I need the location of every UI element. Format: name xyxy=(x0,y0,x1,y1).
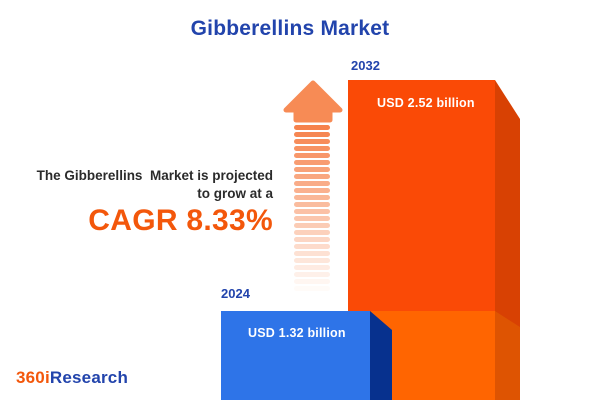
arrow-stripe xyxy=(294,139,330,144)
arrow-stripe xyxy=(294,244,330,249)
bar-2032-front-upper xyxy=(348,80,495,311)
arrow-stripe xyxy=(294,286,330,291)
growth-up-arrow-icon xyxy=(283,80,343,295)
arrow-stripe xyxy=(294,272,330,277)
brand-logo-part1: 360i xyxy=(16,368,50,387)
arrow-stripe xyxy=(294,181,330,186)
projection-line1: The Gibberellins Market is projected xyxy=(36,168,273,183)
bar-2024-front xyxy=(221,311,370,400)
arrow-stripe xyxy=(294,195,330,200)
bar-year-label-2032: 2032 xyxy=(351,58,380,73)
bar-2032-side-shadow xyxy=(495,311,520,400)
arrow-stripe xyxy=(294,265,330,270)
brand-logo-part2: Research xyxy=(49,368,129,387)
arrow-stripe xyxy=(294,209,330,214)
arrow-stripe xyxy=(294,167,330,172)
arrow-stripe xyxy=(294,216,330,221)
bar-value-label-2024: USD 1.32 billion xyxy=(248,326,346,340)
arrow-stripe xyxy=(294,146,330,151)
up-arrow-head-icon xyxy=(283,80,343,123)
arrow-stripe xyxy=(294,251,330,256)
page-title: Gibberellins Market xyxy=(190,17,390,40)
arrow-stripe xyxy=(294,202,330,207)
arrow-stripe xyxy=(294,230,330,235)
bar-year-label-2024: 2024 xyxy=(221,286,250,301)
bar-value-label-2032: USD 2.52 billion xyxy=(377,96,475,110)
arrow-stripe xyxy=(294,188,330,193)
arrow-stripe xyxy=(294,258,330,263)
arrow-stripe xyxy=(294,160,330,165)
arrow-stripe xyxy=(294,174,330,179)
arrow-stripe xyxy=(294,153,330,158)
arrow-stripe xyxy=(294,237,330,242)
brand-logo: 360iResearch xyxy=(16,368,128,388)
arrow-stripe xyxy=(294,125,330,130)
projection-line2: to grow at a xyxy=(197,186,273,201)
arrow-stripe xyxy=(294,279,330,284)
arrow-stripe xyxy=(294,223,330,228)
arrow-stripe xyxy=(294,132,330,137)
projection-text-block: The Gibberellins Market is projected to … xyxy=(0,167,273,236)
cagr-value: CAGR 8.33% xyxy=(88,204,273,237)
bar-2024-side xyxy=(370,311,392,400)
up-arrow-fading-stripes xyxy=(294,125,330,293)
